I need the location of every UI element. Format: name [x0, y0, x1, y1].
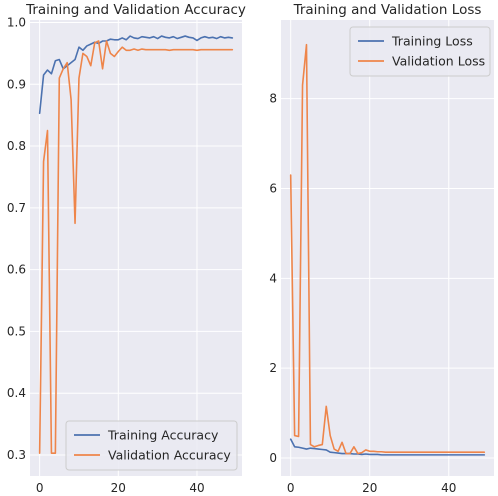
loss-series-line-training — [289, 438, 486, 456]
loss-y-tick-label: 8 — [269, 92, 277, 106]
accuracy-y-tick-label: 0.6 — [7, 263, 26, 277]
accuracy-legend-box — [65, 420, 238, 471]
accuracy-x-tick-label: 0 — [36, 481, 44, 495]
accuracy-chart: 0.3 0.4 0.5 0.6 0.7 0.8 0.9 1.0 0 20 40 Training an… — [7, 2, 246, 495]
loss-y-tick-label: 6 — [269, 181, 277, 195]
accuracy-y-tick-label: 0.8 — [7, 139, 26, 153]
accuracy-x-tick-label: 20 — [111, 481, 126, 495]
loss-y-tick-label: 2 — [269, 361, 277, 375]
accuracy-y-tick-label: 0.5 — [7, 324, 26, 338]
loss-legend-label-training: Training Loss — [391, 34, 473, 49]
accuracy-plot-area — [30, 20, 242, 476]
accuracy-legend: Training Accuracy Validation Accuracy — [65, 420, 238, 471]
loss-chart-title: Training and Validation Loss — [293, 2, 482, 18]
accuracy-y-tick-label: 0.9 — [7, 77, 26, 91]
loss-chart: 0 2 4 6 8 0 20 40 Training and Validation Loss Tr… — [269, 2, 494, 495]
accuracy-y-tick-label: 0.4 — [7, 386, 26, 400]
loss-legend: Training Loss Validation Loss — [349, 26, 491, 77]
accuracy-y-tick-label: 0.7 — [7, 201, 26, 215]
accuracy-x-tick-label: 40 — [189, 481, 204, 495]
loss-series-line-validation — [289, 43, 486, 455]
loss-plot-area — [281, 20, 494, 476]
loss-legend-label-validation: Validation Loss — [392, 54, 485, 69]
accuracy-legend-label-validation: Validation Accuracy — [108, 448, 231, 463]
loss-y-tick-label: 4 — [269, 271, 277, 285]
loss-x-tick-label: 40 — [441, 481, 456, 495]
accuracy-y-tick-label: 0.3 — [7, 448, 26, 462]
accuracy-series-line-training — [38, 35, 234, 115]
accuracy-chart-title: Training and Validation Accuracy — [25, 2, 246, 18]
loss-x-tick-label: 0 — [287, 481, 295, 495]
accuracy-series-line-validation — [38, 40, 234, 454]
loss-x-tick-label: 20 — [362, 481, 377, 495]
accuracy-legend-label-training: Training Accuracy — [107, 428, 219, 443]
loss-y-tick-label: 0 — [269, 451, 277, 465]
loss-legend-box — [349, 26, 491, 77]
accuracy-y-tick-label: 1.0 — [7, 15, 26, 29]
